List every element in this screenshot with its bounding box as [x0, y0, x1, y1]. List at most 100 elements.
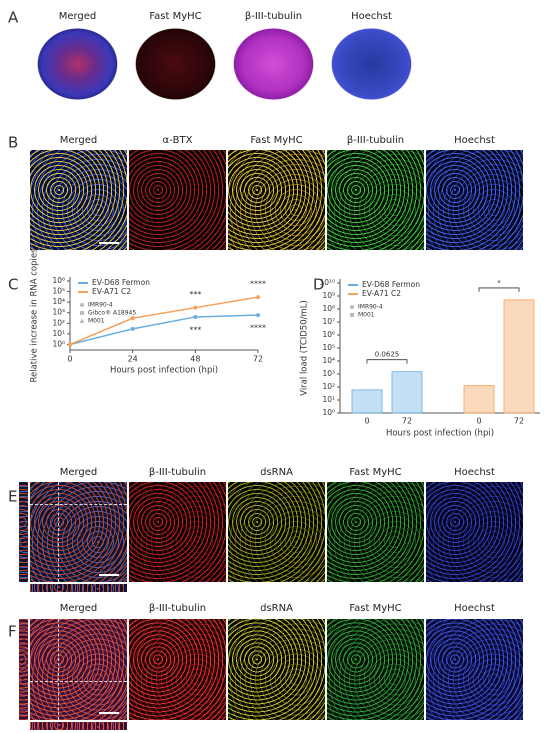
panel-letter: E [8, 488, 17, 506]
significance-label: *** [189, 325, 201, 334]
data-point [68, 342, 72, 347]
y-tick-label: 10⁰ [322, 408, 335, 417]
micrograph [426, 150, 523, 250]
crosshair [30, 504, 127, 505]
bar [391, 371, 423, 414]
y-tick-label: 10² [52, 318, 65, 327]
data-point [130, 326, 135, 331]
micrograph [327, 150, 424, 250]
micrograph [129, 482, 226, 582]
crosshair [30, 681, 127, 682]
image-caption: α-BTX [162, 135, 193, 146]
y-tick-label: 10⁶ [52, 276, 65, 285]
y-tick-label: 10⁵ [52, 287, 65, 296]
y-tick-label: 10² [322, 382, 335, 391]
y-tick-label: 10⁵ [322, 343, 335, 352]
data-point [193, 314, 198, 319]
y-tick-label: 10¹ [322, 395, 335, 404]
bar [463, 385, 495, 414]
x-tick-label: 72 [514, 417, 524, 426]
micrograph [30, 150, 127, 250]
image-caption: β-III-tubulin [244, 11, 303, 22]
panel-letter: F [8, 623, 17, 641]
x-tick-label: 72 [253, 355, 263, 364]
x-tick-label: 0 [67, 355, 72, 364]
micrograph [128, 25, 223, 103]
crosshair [58, 482, 59, 582]
significance-label: **** [250, 280, 266, 289]
crosshair [58, 619, 59, 720]
image-caption: dsRNA [260, 603, 293, 614]
micrograph [129, 150, 226, 250]
micrograph [226, 25, 321, 103]
scale-bar [99, 712, 119, 714]
micrograph [327, 482, 424, 582]
significance-label: 0.0625 [375, 351, 400, 359]
x-axis-title: Hours post infection (hpi) [386, 429, 494, 439]
image-caption: Fast MyHC [349, 603, 402, 614]
scale-bar [97, 95, 117, 97]
significance-label: * [497, 279, 501, 287]
y-axis-title: Relative increase in RNA copies [30, 248, 40, 383]
donor-marker [80, 303, 84, 307]
micrograph [30, 619, 127, 720]
orthogonal-view [30, 722, 127, 730]
y-tick-label: 10⁸ [322, 304, 335, 313]
donor-marker [350, 305, 354, 309]
y-tick-label: 10¹ [52, 329, 65, 338]
panel-letter: C [8, 276, 18, 294]
image-caption: Hoechst [454, 135, 495, 146]
x-tick-label: 0 [476, 417, 481, 426]
legend-label: EV-A71 C2 [92, 287, 131, 296]
data-point [256, 313, 260, 318]
donor-label: IMR90-4 [358, 304, 383, 311]
x-tick-label: 24 [128, 355, 138, 364]
micrograph [327, 619, 424, 720]
y-tick-label: 10⁴ [52, 297, 65, 306]
orthogonal-view [19, 619, 28, 720]
x-tick-label: 72 [402, 417, 412, 426]
image-caption: Merged [59, 467, 98, 478]
panel-letter: A [8, 9, 19, 27]
micrograph [324, 25, 419, 103]
data-point [256, 295, 260, 300]
micrograph [228, 482, 325, 582]
significance-label: *** [189, 290, 201, 299]
donor-label: M001 [358, 312, 375, 319]
orthogonal-view [19, 482, 28, 582]
legend-label: EV-A71 C2 [362, 289, 401, 298]
orthogonal-view [30, 584, 127, 592]
significance-bracket [478, 287, 520, 292]
donor-label: Gibco® A18945 [88, 310, 136, 317]
image-caption: dsRNA [260, 467, 293, 478]
image-caption: β-III-tubulin [148, 467, 207, 478]
bar [351, 389, 383, 414]
y-tick-label: 10⁰ [52, 339, 65, 348]
x-axis-title: Hours post infection (hpi) [110, 366, 218, 376]
y-tick-label: 10⁴ [322, 356, 335, 365]
image-caption: Merged [59, 135, 98, 146]
donor-label: IMR90-4 [88, 302, 113, 309]
image-caption: Hoechst [351, 11, 392, 22]
donor-label: M001 [88, 318, 105, 325]
y-tick-label: 10¹⁰ [319, 278, 335, 287]
image-caption: Hoechst [454, 467, 495, 478]
x-tick-label: 0 [364, 417, 369, 426]
y-axis-title: Viral load (TCID50/mL) [300, 300, 310, 396]
micrograph [228, 150, 325, 250]
micrograph [426, 482, 523, 582]
line-series [69, 296, 259, 346]
y-tick-label: 10⁷ [322, 317, 335, 326]
micrograph [30, 25, 125, 103]
y-tick-label: 10⁹ [322, 291, 335, 300]
panel-letter: B [8, 134, 18, 152]
significance-bracket [366, 359, 408, 364]
image-caption: β-III-tubulin [148, 603, 207, 614]
y-tick-label: 10³ [322, 369, 335, 378]
legend-label: EV-D68 Fermon [362, 280, 420, 289]
image-caption: Merged [59, 603, 98, 614]
x-tick-label: 48 [190, 355, 200, 364]
micrograph [426, 619, 523, 720]
